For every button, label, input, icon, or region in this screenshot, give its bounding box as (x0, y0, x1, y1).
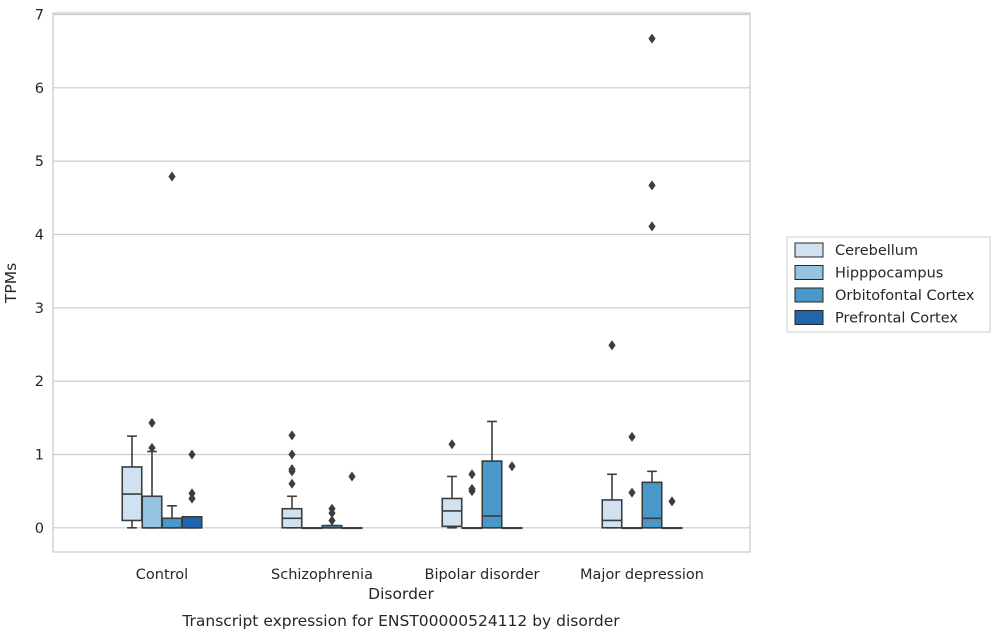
box (641, 481, 663, 529)
outlier-point (288, 430, 296, 441)
figure-caption: Transcript expression for ENST0000052411… (181, 612, 620, 630)
plot-frame (52, 12, 751, 553)
x-tick-label: Major depression (580, 567, 704, 583)
y-tick-label: 6 (35, 81, 44, 97)
outlier-point (468, 469, 476, 480)
box (141, 495, 163, 529)
x-tick-label: Control (136, 567, 188, 583)
series-cerebellum (121, 340, 623, 529)
legend-swatch (794, 310, 824, 325)
outlier-point (608, 340, 616, 351)
outlier-point (668, 496, 676, 507)
outlier-point (188, 449, 196, 460)
x-tick-label: Schizophrenia (271, 567, 373, 583)
outlier-point (328, 515, 336, 526)
box (481, 460, 503, 529)
y-tick-label: 1 (35, 447, 44, 463)
legend: Cerebellum Hipppocampus Orbitofontal Corte… (786, 236, 991, 333)
outlier-point (168, 171, 176, 182)
x-tick-label: Bipolar disorder (425, 567, 540, 583)
legend-swatch (794, 287, 824, 303)
box (161, 517, 183, 529)
y-axis-label: TPMs (2, 263, 20, 304)
legend-label: Hipppocampus (835, 266, 943, 282)
outlier-point (468, 483, 476, 494)
y-tick-label: 7 (35, 7, 44, 23)
y-tick-labels: 0 1 2 3 4 5 6 7 (35, 7, 44, 536)
series-prefrontal-cortex (181, 449, 683, 530)
outlier-point (648, 180, 656, 191)
outlier-point (288, 478, 296, 489)
outlier-point (508, 461, 516, 472)
outlier-point (148, 417, 156, 428)
legend-swatch (794, 265, 824, 280)
legend-swatch (794, 242, 824, 258)
legend-label: Prefrontal Cortex (835, 311, 958, 327)
gridlines (53, 13, 750, 529)
outlier-point (628, 431, 636, 442)
y-tick-label: 0 (35, 521, 44, 537)
box (601, 499, 623, 529)
y-tick-label: 4 (35, 227, 44, 243)
outlier-point (288, 449, 296, 460)
x-axis-label: Disorder (368, 585, 434, 603)
series-hipppocampus (141, 417, 643, 530)
outlier-point (448, 439, 456, 450)
outlier-point (188, 488, 196, 499)
outlier-point (288, 464, 296, 475)
outlier-point (628, 487, 636, 498)
outlier-point (648, 221, 656, 232)
x-tick-labels: Control Schizophrenia Bipolar disorder Majo… (136, 567, 704, 583)
outlier-point (348, 471, 356, 482)
y-tick-label: 5 (35, 154, 44, 170)
outlier-point (188, 493, 196, 504)
outlier-point (148, 442, 156, 453)
legend-label: Cerebellum (835, 243, 918, 259)
y-tick-label: 2 (35, 374, 44, 390)
series-orbitofontal-cortex (161, 33, 663, 529)
box-series (121, 33, 683, 530)
outlier-point (328, 503, 336, 514)
y-tick-label: 3 (35, 301, 44, 317)
box (181, 515, 203, 529)
legend-label: Orbitofontal Cortex (835, 288, 975, 304)
box (441, 497, 463, 528)
outlier-point (648, 33, 656, 44)
